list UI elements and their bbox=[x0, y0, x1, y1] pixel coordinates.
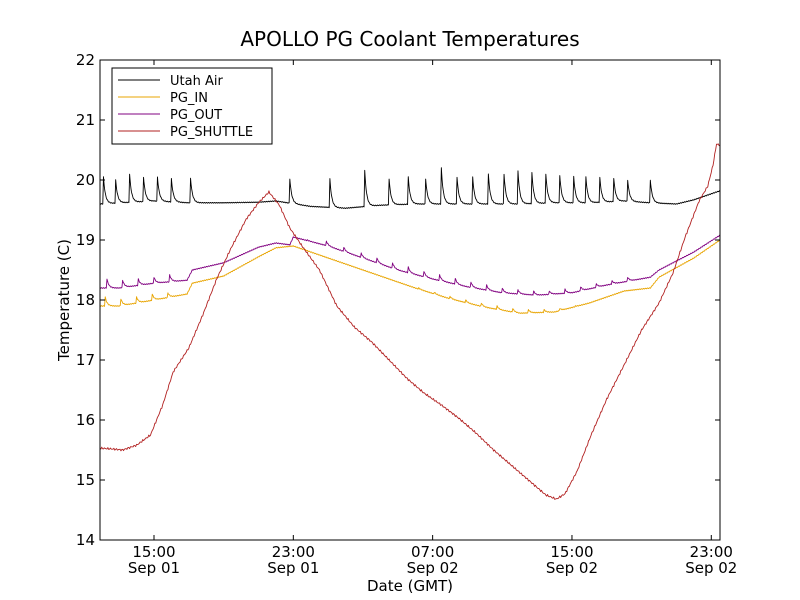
series-line-pg-in bbox=[99, 239, 721, 314]
series-line-pg-out bbox=[99, 234, 721, 296]
chart-title: APOLLO PG Coolant Temperatures bbox=[240, 27, 579, 51]
y-tick-label-15: 15 bbox=[76, 471, 95, 489]
y-tick-label-22: 22 bbox=[76, 51, 95, 69]
x-tick-date-label-0: Sep 01 bbox=[128, 559, 180, 577]
legend-label-pg-shuttle: PG_SHUTTLE bbox=[170, 125, 253, 140]
y-tick-label-18: 18 bbox=[76, 291, 95, 309]
x-axis-label: Date (GMT) bbox=[367, 577, 453, 595]
legend-label-pg-out: PG_OUT bbox=[170, 108, 222, 123]
x-tick-time-label-2: 07:00 bbox=[411, 543, 454, 561]
legend: Utah Air PG_IN PG_OUT PG_SHUTTLE bbox=[111, 67, 273, 145]
legend-label-pg-in: PG_IN bbox=[170, 91, 208, 106]
y-tick-label-16: 16 bbox=[76, 411, 95, 429]
x-tick-time-label-3: 15:00 bbox=[550, 543, 593, 561]
x-tick-date-label-3: Sep 02 bbox=[546, 559, 598, 577]
series-line-utah-air bbox=[99, 167, 721, 210]
x-tick-date-label-2: Sep 02 bbox=[407, 559, 459, 577]
series-line-pg-shuttle bbox=[99, 143, 721, 500]
x-tick-time-label-4: 23:00 bbox=[690, 543, 733, 561]
y-tick-label-14: 14 bbox=[76, 531, 95, 549]
y-tick-label-19: 19 bbox=[76, 231, 95, 249]
x-tick-time-label-0: 15:00 bbox=[132, 543, 175, 561]
x-tick-time-label-1: 23:00 bbox=[272, 543, 315, 561]
x-tick-date-label-1: Sep 01 bbox=[267, 559, 319, 577]
y-tick-label-17: 17 bbox=[76, 351, 95, 369]
x-tick-date-label-4: Sep 02 bbox=[685, 559, 737, 577]
legend-label-utah-air: Utah Air bbox=[170, 74, 223, 89]
y-axis-label: Temperature (C) bbox=[55, 239, 73, 362]
series-layer bbox=[99, 143, 721, 500]
y-tick-label-20: 20 bbox=[76, 171, 95, 189]
y-tick-label-21: 21 bbox=[76, 111, 95, 129]
